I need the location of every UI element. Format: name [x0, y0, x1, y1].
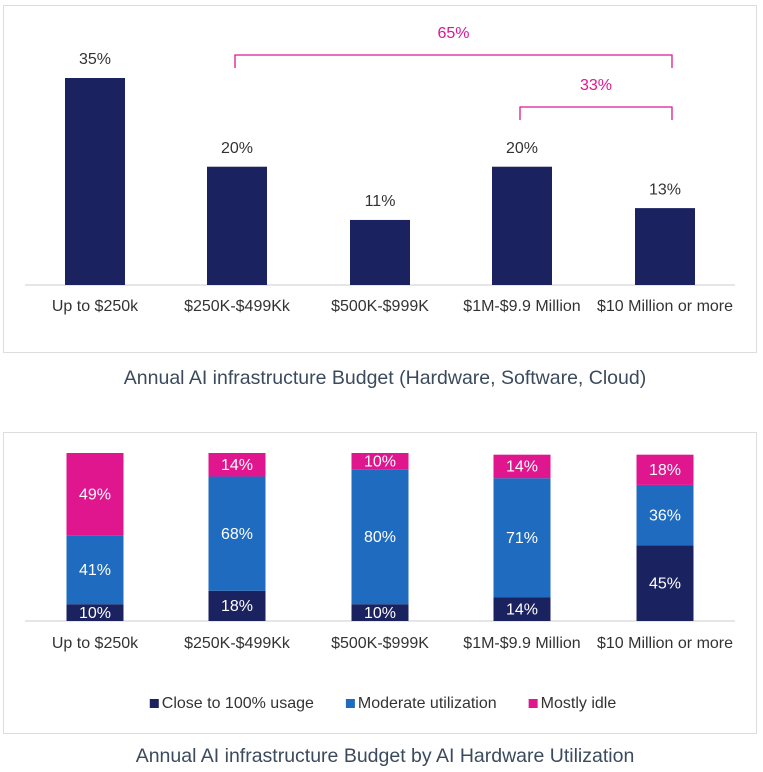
value-label: 80% — [364, 529, 396, 546]
bar-segment — [208, 590, 266, 621]
x-tick-label: $1M-$9.9 Million — [463, 635, 581, 652]
x-tick-label: $250K-$499Kk — [184, 298, 290, 315]
x-tick-label: $10 Million or more — [596, 298, 734, 315]
value-label: 18% — [221, 598, 253, 615]
bar-segment — [351, 453, 409, 470]
value-label: 20% — [221, 140, 253, 157]
value-label: 10% — [364, 605, 396, 622]
x-tick-label: $10 Million or more — [596, 635, 734, 652]
value-label: 36% — [649, 507, 681, 524]
value-label: 11% — [365, 193, 396, 210]
bar-segment — [351, 469, 409, 605]
bar-segment — [493, 597, 551, 621]
value-label: 68% — [221, 526, 253, 543]
bar-segment — [636, 484, 694, 546]
x-tick-label: Up to $250k — [51, 635, 139, 652]
panel — [3, 5, 757, 353]
bar-segment — [636, 454, 694, 485]
bar — [350, 219, 410, 285]
x-tick-label: $500K-$999K — [331, 298, 429, 315]
legend-marker — [345, 699, 355, 708]
annotation: 33% — [580, 77, 612, 94]
bar-segment — [636, 545, 694, 621]
legend-label: Close to 100% usage — [162, 695, 314, 712]
bracket — [519, 106, 673, 120]
bar-segment — [208, 453, 266, 477]
chart-title: Annual AI infrastructure Budget by AI Ha… — [136, 745, 635, 767]
bar — [492, 166, 552, 285]
chart-title: Annual AI infrastructure Budget (Hardwar… — [124, 367, 646, 389]
legend-label: Moderate utilization — [358, 695, 497, 712]
value-label: 41% — [79, 562, 111, 579]
annotation: 65% — [437, 25, 469, 42]
bracket — [234, 54, 673, 68]
value-label: 14% — [506, 601, 538, 618]
value-label: 18% — [649, 462, 681, 479]
bar-segment — [493, 478, 551, 598]
x-tick-label: $1M-$9.9 Million — [463, 298, 581, 315]
legend-marker — [528, 699, 538, 708]
bar-segment — [208, 476, 266, 591]
bar-segment — [351, 604, 409, 621]
value-label: 14% — [221, 457, 253, 474]
x-tick-label: $250K-$499Kk — [184, 635, 290, 652]
legend-label: Mostly idle — [541, 695, 617, 712]
x-tick-label: $500K-$999K — [331, 635, 429, 652]
value-label: 14% — [506, 459, 538, 476]
bar — [207, 166, 267, 285]
bar-segment — [493, 454, 551, 479]
value-label: 10% — [364, 454, 396, 471]
bar — [635, 208, 695, 285]
value-label: 45% — [649, 575, 681, 592]
bar-segment — [66, 604, 124, 621]
value-label: 13% — [649, 181, 681, 198]
panel — [3, 432, 757, 734]
bar — [65, 78, 125, 285]
x-tick-label: Up to $250k — [51, 298, 139, 315]
bar-segment — [66, 453, 124, 536]
legend-marker — [149, 699, 159, 708]
bar-segment — [66, 535, 124, 605]
value-label: 20% — [506, 140, 538, 157]
value-label: 49% — [79, 486, 111, 503]
value-label: 71% — [506, 530, 538, 547]
value-label: 10% — [79, 605, 111, 622]
value-label: 35% — [79, 51, 111, 68]
